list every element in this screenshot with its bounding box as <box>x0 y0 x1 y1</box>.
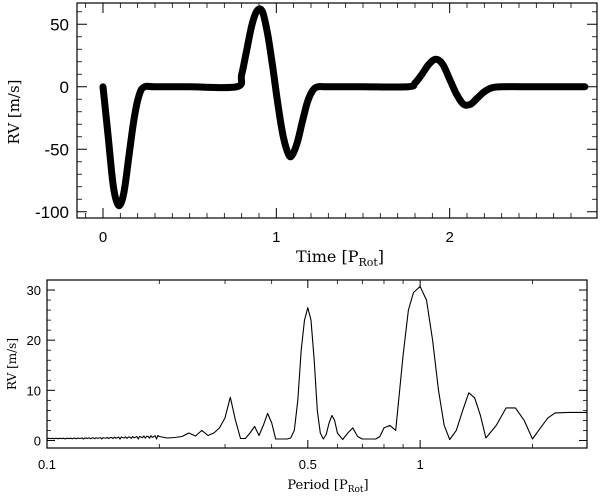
top-y-tick-label: 50 <box>50 15 69 34</box>
bottom-y-tick-label: 0 <box>34 433 41 448</box>
bottom-x-axis-title: Period [PRot] <box>287 478 368 495</box>
top-y-tick-label: -100 <box>35 203 69 222</box>
bottom-axis-ticks <box>46 280 587 448</box>
bottom-x-axis-title-main: Period <box>287 478 329 493</box>
top-y-tick-label: -50 <box>44 140 69 159</box>
rv-time-series-line <box>99 5 589 210</box>
bottom-y-axis-title: RV [m/s] <box>5 338 19 390</box>
top-x-axis-title-subscript: Rot <box>358 256 378 269</box>
top-x-axis-title-open-bracket: [P <box>336 247 358 266</box>
top-x-axis-title-main: Time <box>296 247 336 266</box>
bottom-y-tick-label: 30 <box>27 283 41 298</box>
rv-time-plot: 0 1 2 50 0 -50 -100 RV [m/s] Time [PRot] <box>5 2 598 269</box>
top-plot-frame <box>76 2 598 219</box>
bottom-y-tick-label: 20 <box>27 333 41 348</box>
bottom-y-tick-label: 10 <box>27 383 41 398</box>
bottom-x-tick-label: 0.5 <box>299 457 317 472</box>
rv-periodogram-line <box>46 285 587 441</box>
bottom-x-axis-title-close-bracket: ] <box>364 478 369 493</box>
top-axis-ticks <box>77 3 597 218</box>
bottom-x-axis-title-subscript: Rot <box>348 485 364 495</box>
bottom-x-tick-label: 1 <box>417 457 424 472</box>
top-x-axis-title-close-bracket: ] <box>378 247 384 266</box>
bottom-x-tick-label: 0.1 <box>38 457 56 472</box>
top-y-axis-title: RV [m/s] <box>5 79 23 144</box>
bottom-plot-frame <box>46 279 588 449</box>
top-tick-labels: 0 1 2 50 0 -50 -100 <box>35 15 454 246</box>
top-x-axis-title: Time [PRot] <box>296 247 384 269</box>
top-y-tick-label: 0 <box>60 78 69 97</box>
top-x-tick-label: 2 <box>445 229 453 246</box>
top-x-tick-label: 0 <box>99 229 107 246</box>
bottom-x-axis-title-open-bracket: [P <box>330 478 348 493</box>
top-x-tick-label: 1 <box>272 229 280 246</box>
